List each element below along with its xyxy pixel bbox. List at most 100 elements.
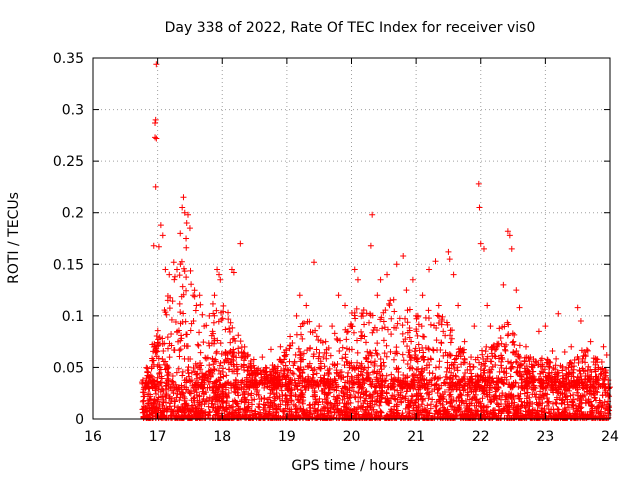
data-point bbox=[291, 359, 298, 366]
data-point bbox=[227, 319, 234, 326]
data-point bbox=[161, 307, 168, 314]
data-point bbox=[261, 374, 268, 381]
data-point bbox=[201, 323, 208, 330]
data-point bbox=[367, 359, 374, 366]
data-point bbox=[392, 414, 399, 421]
data-point bbox=[400, 357, 407, 364]
data-point bbox=[555, 310, 562, 317]
data-point bbox=[383, 353, 390, 360]
data-point bbox=[566, 379, 573, 386]
data-point bbox=[284, 366, 291, 373]
data-point bbox=[587, 338, 594, 345]
data-point bbox=[331, 362, 338, 369]
data-point bbox=[592, 366, 599, 373]
data-point bbox=[311, 389, 318, 396]
data-point bbox=[349, 407, 356, 414]
data-point bbox=[152, 134, 159, 141]
data-point bbox=[481, 382, 488, 389]
data-point bbox=[377, 408, 384, 415]
data-point bbox=[568, 343, 575, 350]
data-point bbox=[174, 266, 181, 273]
data-point bbox=[344, 411, 351, 418]
data-point bbox=[145, 383, 152, 390]
data-point bbox=[588, 409, 595, 416]
data-point bbox=[461, 411, 468, 418]
data-point bbox=[155, 243, 162, 250]
data-point bbox=[433, 337, 440, 344]
data-point bbox=[158, 393, 165, 400]
data-point bbox=[166, 271, 173, 278]
data-point bbox=[575, 378, 582, 385]
data-point bbox=[413, 312, 420, 319]
data-point bbox=[537, 357, 544, 364]
data-point bbox=[335, 292, 342, 299]
x-tick-label: 19 bbox=[278, 429, 296, 445]
data-point bbox=[307, 404, 314, 411]
data-point bbox=[264, 399, 271, 406]
data-point bbox=[163, 379, 170, 386]
data-point bbox=[523, 363, 530, 370]
data-point bbox=[555, 382, 562, 389]
data-point bbox=[226, 328, 233, 335]
data-point bbox=[317, 358, 324, 365]
data-point bbox=[211, 365, 218, 372]
data-point bbox=[453, 373, 460, 380]
data-point bbox=[272, 409, 279, 416]
data-point bbox=[497, 414, 504, 421]
data-point bbox=[164, 345, 171, 352]
data-point bbox=[163, 399, 170, 406]
data-point bbox=[546, 364, 553, 371]
data-point bbox=[440, 328, 447, 335]
data-point bbox=[260, 368, 267, 375]
data-point bbox=[603, 401, 610, 408]
data-point bbox=[359, 414, 366, 421]
data-point bbox=[471, 384, 478, 391]
data-point bbox=[367, 310, 374, 317]
data-point bbox=[383, 390, 390, 397]
data-point bbox=[421, 367, 428, 374]
data-point bbox=[512, 412, 519, 419]
data-point bbox=[209, 300, 216, 307]
data-point bbox=[162, 266, 169, 273]
data-point bbox=[268, 382, 275, 389]
data-point bbox=[490, 393, 497, 400]
data-point bbox=[241, 350, 248, 357]
data-point bbox=[449, 403, 456, 410]
data-point bbox=[207, 367, 214, 374]
data-point bbox=[167, 413, 174, 420]
data-point bbox=[469, 379, 476, 386]
data-point bbox=[288, 398, 295, 405]
data-point bbox=[320, 375, 327, 382]
data-point bbox=[504, 228, 511, 235]
data-point bbox=[502, 396, 509, 403]
data-point bbox=[353, 305, 360, 312]
data-point bbox=[149, 384, 156, 391]
data-point bbox=[380, 318, 387, 325]
data-point bbox=[574, 407, 581, 414]
data-point bbox=[361, 365, 368, 372]
data-point bbox=[374, 368, 381, 375]
data-point bbox=[301, 411, 308, 418]
data-point bbox=[447, 374, 454, 381]
data-point bbox=[418, 401, 425, 408]
data-point bbox=[164, 334, 171, 341]
data-point bbox=[177, 230, 184, 237]
data-point bbox=[574, 389, 581, 396]
data-point bbox=[230, 381, 237, 388]
data-point bbox=[313, 333, 320, 340]
data-point bbox=[587, 366, 594, 373]
data-point bbox=[243, 408, 250, 415]
data-point bbox=[363, 392, 370, 399]
data-point bbox=[395, 365, 402, 372]
data-point bbox=[309, 367, 316, 374]
data-point bbox=[565, 404, 572, 411]
data-point bbox=[447, 391, 454, 398]
data-point bbox=[518, 373, 525, 380]
data-point bbox=[588, 383, 595, 390]
data-point bbox=[559, 372, 566, 379]
data-point bbox=[510, 338, 517, 345]
data-point bbox=[567, 392, 574, 399]
data-point bbox=[446, 256, 453, 263]
data-point bbox=[270, 391, 277, 398]
